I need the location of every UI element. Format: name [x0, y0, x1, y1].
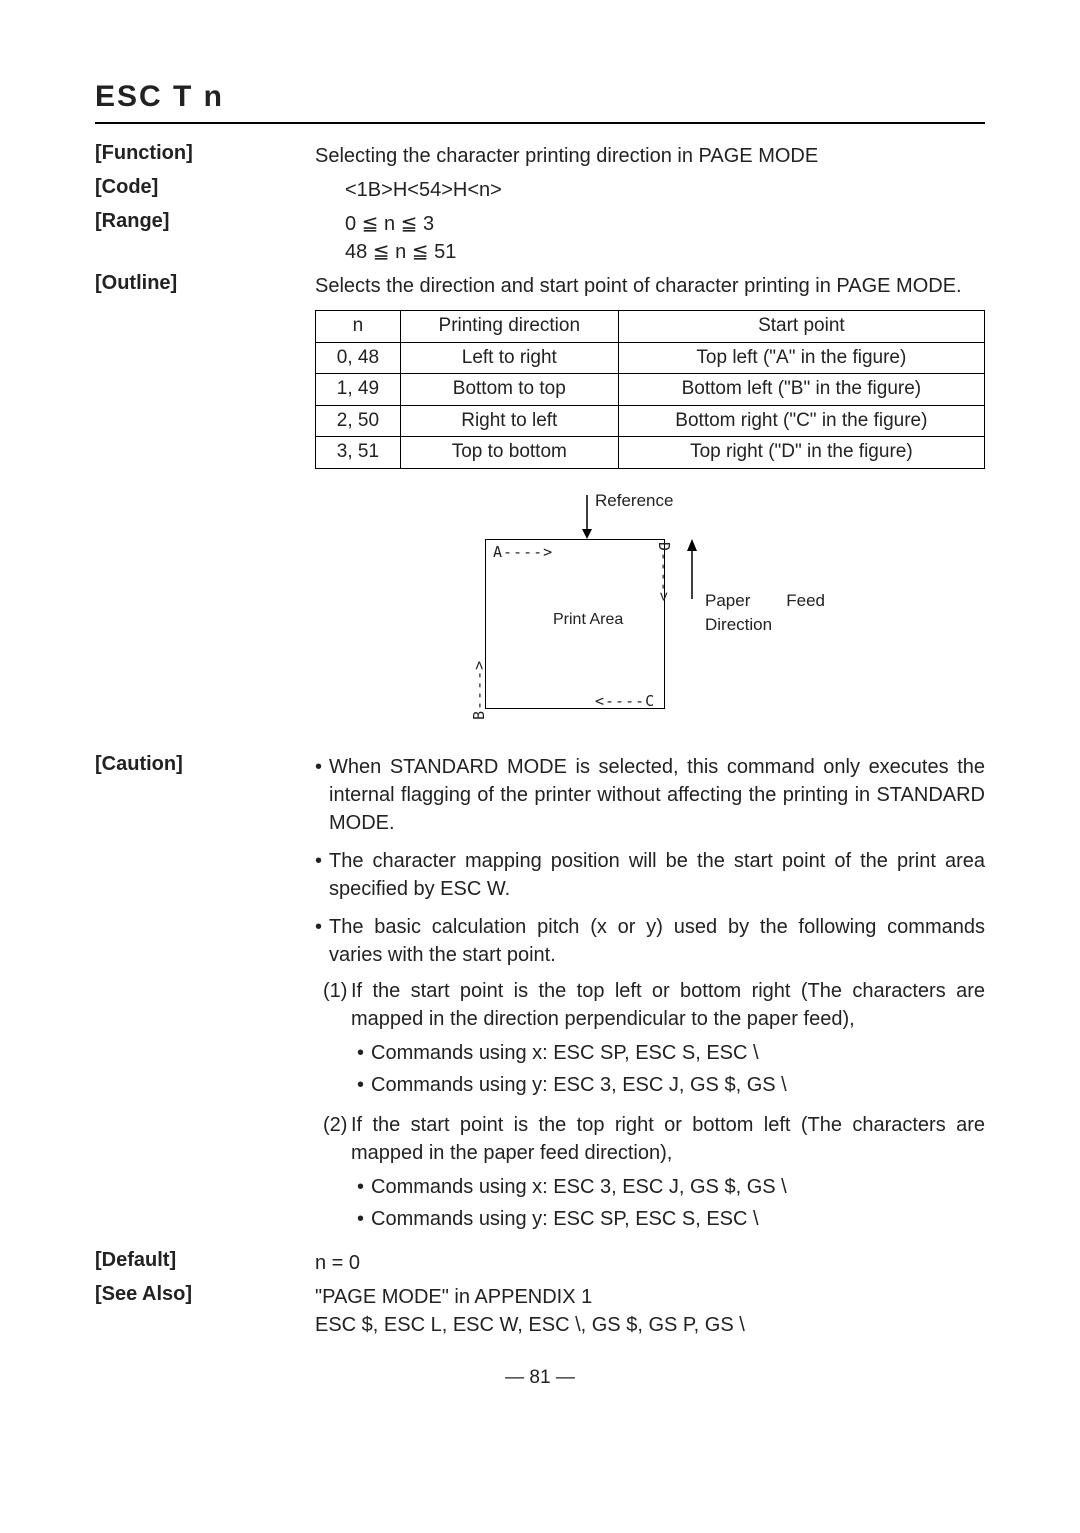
cell: Bottom left ("B" in the figure)	[618, 374, 984, 406]
corner-d: D---->	[653, 542, 674, 602]
sub-text: If the start point is the top left or bo…	[351, 980, 985, 1030]
caution-list: When STANDARD MODE is selected, this com…	[315, 753, 985, 1233]
code-row: [Code] <1B>H<54>H<n>	[95, 176, 985, 204]
caution-item: When STANDARD MODE is selected, this com…	[315, 753, 985, 837]
range-text: 0 ≦ n ≦ 3 48 ≦ n ≦ 51	[315, 210, 985, 266]
page-number: — 81 —	[95, 1367, 985, 1389]
print-diagram: Reference Print Area A----> B----> <----…	[475, 489, 825, 729]
caution-item: The character mapping position will be t…	[315, 847, 985, 903]
cell: 2, 50	[316, 405, 401, 437]
outline-label: [Outline]	[95, 272, 315, 747]
up-arrow-icon	[685, 539, 699, 599]
corner-c: <----C	[595, 691, 655, 712]
outline-text: Selects the direction and start point of…	[315, 272, 985, 747]
reference-label: Reference	[595, 489, 673, 513]
corner-b: B---->	[469, 660, 490, 720]
caution-item: The basic calculation pitch (x or y) use…	[315, 913, 985, 1233]
direction-table: n Printing direction Start point 0, 48 L…	[315, 310, 985, 469]
function-label: [Function]	[95, 142, 315, 170]
sub-numbered: (1) If the start point is the top left o…	[329, 977, 985, 1033]
sub-bullet: Commands using x: ESC SP, ESC S, ESC \	[329, 1039, 985, 1067]
cell: 1, 49	[316, 374, 401, 406]
seealso-text: "PAGE MODE" in APPENDIX 1 ESC $, ESC L, …	[315, 1283, 985, 1339]
cell: Right to left	[400, 405, 618, 437]
sub-text: If the start point is the top right or b…	[351, 1114, 985, 1164]
caution-label: [Caution]	[95, 753, 315, 1243]
cell: Bottom to top	[400, 374, 618, 406]
sub-numbered: (2) If the start point is the top right …	[329, 1111, 985, 1167]
range-label: [Range]	[95, 210, 315, 266]
cell: Top left ("A" in the figure)	[618, 342, 984, 374]
table-row: 1, 49 Bottom to top Bottom left ("B" in …	[316, 374, 985, 406]
corner-a: A---->	[493, 542, 553, 563]
caution-content: When STANDARD MODE is selected, this com…	[315, 753, 985, 1243]
function-row: [Function] Selecting the character print…	[95, 142, 985, 170]
table-row: 0, 48 Left to right Top left ("A" in the…	[316, 342, 985, 374]
seealso-line1: "PAGE MODE" in APPENDIX 1	[315, 1283, 985, 1311]
outline-content: Selects the direction and start point of…	[315, 275, 962, 297]
default-label: [Default]	[95, 1249, 315, 1277]
num-tag: (2)	[323, 1111, 347, 1139]
num-tag: (1)	[323, 977, 347, 1005]
cell: Left to right	[400, 342, 618, 374]
print-area-label: Print Area	[553, 609, 623, 631]
range-line2: 48 ≦ n ≦ 51	[345, 238, 985, 266]
default-text: n = 0	[315, 1249, 985, 1277]
caution-row: [Caution] When STANDARD MODE is selected…	[95, 753, 985, 1243]
caution-text: The basic calculation pitch (x or y) use…	[329, 916, 985, 966]
cell: 0, 48	[316, 342, 401, 374]
command-title: ESC T n	[95, 80, 985, 124]
seealso-label: [See Also]	[95, 1283, 315, 1339]
seealso-line2: ESC $, ESC L, ESC W, ESC \, GS $, GS P, …	[315, 1311, 985, 1339]
paper-feed-label: Paper Feed Direction	[705, 589, 825, 637]
seealso-row: [See Also] "PAGE MODE" in APPENDIX 1 ESC…	[95, 1283, 985, 1339]
th-start: Start point	[618, 311, 984, 343]
table-row: 2, 50 Right to left Bottom right ("C" in…	[316, 405, 985, 437]
cell: Bottom right ("C" in the figure)	[618, 405, 984, 437]
code-text: <1B>H<54>H<n>	[315, 176, 985, 204]
function-text: Selecting the character printing directi…	[315, 142, 985, 170]
sub-bullet: Commands using x: ESC 3, ESC J, GS $, GS…	[329, 1173, 985, 1201]
range-line1: 0 ≦ n ≦ 3	[345, 210, 985, 238]
outline-row: [Outline] Selects the direction and star…	[95, 272, 985, 747]
cell: Top right ("D" in the figure)	[618, 437, 984, 469]
cell: 3, 51	[316, 437, 401, 469]
code-label: [Code]	[95, 176, 315, 204]
th-n: n	[316, 311, 401, 343]
th-dir: Printing direction	[400, 311, 618, 343]
table-header-row: n Printing direction Start point	[316, 311, 985, 343]
default-row: [Default] n = 0	[95, 1249, 985, 1277]
cell: Top to bottom	[400, 437, 618, 469]
sub-bullet: Commands using y: ESC SP, ESC S, ESC \	[329, 1205, 985, 1233]
sub-bullet: Commands using y: ESC 3, ESC J, GS $, GS…	[329, 1071, 985, 1099]
down-arrow-icon	[580, 495, 594, 539]
range-row: [Range] 0 ≦ n ≦ 3 48 ≦ n ≦ 51	[95, 210, 985, 266]
table-row: 3, 51 Top to bottom Top right ("D" in th…	[316, 437, 985, 469]
